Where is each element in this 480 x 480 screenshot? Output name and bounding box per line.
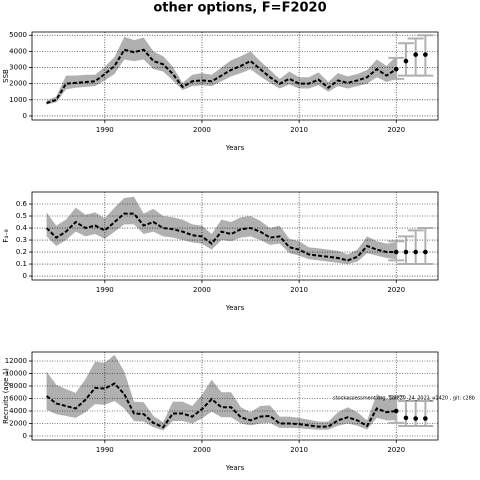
x-tick-label: 2010 <box>290 286 308 294</box>
y-tick-label: 0.4 <box>16 224 28 232</box>
x-tick-label: 1990 <box>96 126 114 134</box>
y-tick-label: 4000 <box>9 47 27 55</box>
y-axis-label: F₄₋₈ <box>2 229 10 243</box>
y-tick-label: 12000 <box>5 357 27 365</box>
forecast-point <box>393 408 399 414</box>
y-tick-label: 1000 <box>9 96 27 104</box>
x-tick-label: 1990 <box>96 446 114 454</box>
plot-frame <box>31 31 439 121</box>
y-axis-label: Recruits (age 1) <box>2 368 10 424</box>
y-tick-label: 0 <box>23 432 27 440</box>
x-axis-label: Years <box>225 144 245 152</box>
x-axis-label: Years <box>225 464 245 472</box>
x-tick-label: 2010 <box>290 446 308 454</box>
y-tick-label: 2000 <box>9 420 27 428</box>
x-tick-label: 1990 <box>96 286 114 294</box>
y-tick-label: 5000 <box>9 31 27 39</box>
x-tick-label: 2020 <box>387 286 405 294</box>
forecast-point <box>403 58 409 64</box>
y-tick-label: 0.3 <box>16 236 27 244</box>
x-tick-label: 2000 <box>193 126 211 134</box>
y-tick-label: 10000 <box>5 370 27 378</box>
y-tick-label: 0.2 <box>16 248 27 256</box>
x-tick-label: 2000 <box>193 286 211 294</box>
annotation: stockassessment.org, Sole20_24_2021_v142… <box>333 396 475 402</box>
x-tick-label: 2010 <box>290 126 308 134</box>
forecast-point <box>403 415 409 421</box>
forecast-point <box>413 52 418 57</box>
y-tick-label: 2000 <box>9 80 27 88</box>
chart-title: other options, F=F2020 <box>153 1 326 16</box>
forecast-point <box>423 52 428 57</box>
y-tick-label: 4000 <box>9 407 27 415</box>
y-tick-label: 3000 <box>9 64 27 72</box>
forecast-point <box>393 66 399 72</box>
y-tick-label: 8000 <box>9 382 27 390</box>
forecast-point <box>423 249 428 255</box>
forecast-point <box>423 416 428 421</box>
confidence-band <box>46 36 397 105</box>
x-tick-label: 2000 <box>193 446 211 454</box>
y-tick-label: 0.6 <box>16 200 28 208</box>
y-tick-label: 6000 <box>9 395 27 403</box>
forecast-point <box>413 416 418 421</box>
plot-frame <box>31 191 439 281</box>
forecast-point <box>413 249 418 255</box>
estimate-line <box>46 48 397 104</box>
x-tick-label: 2020 <box>387 446 405 454</box>
x-tick-label: 2020 <box>387 126 405 134</box>
forecast-point <box>403 249 409 255</box>
plot-frame <box>31 351 439 441</box>
y-axis-label: SSB <box>2 69 10 83</box>
confidence-band <box>46 196 397 265</box>
y-tick-label: 0 <box>23 272 27 280</box>
x-axis-label: Years <box>225 304 245 312</box>
forecast-point <box>393 249 399 255</box>
confidence-band <box>46 354 397 431</box>
y-tick-label: 0.1 <box>16 260 27 268</box>
y-tick-label: 0.5 <box>16 212 27 220</box>
estimate-line <box>45 212 397 262</box>
y-tick-label: 0 <box>23 112 27 120</box>
